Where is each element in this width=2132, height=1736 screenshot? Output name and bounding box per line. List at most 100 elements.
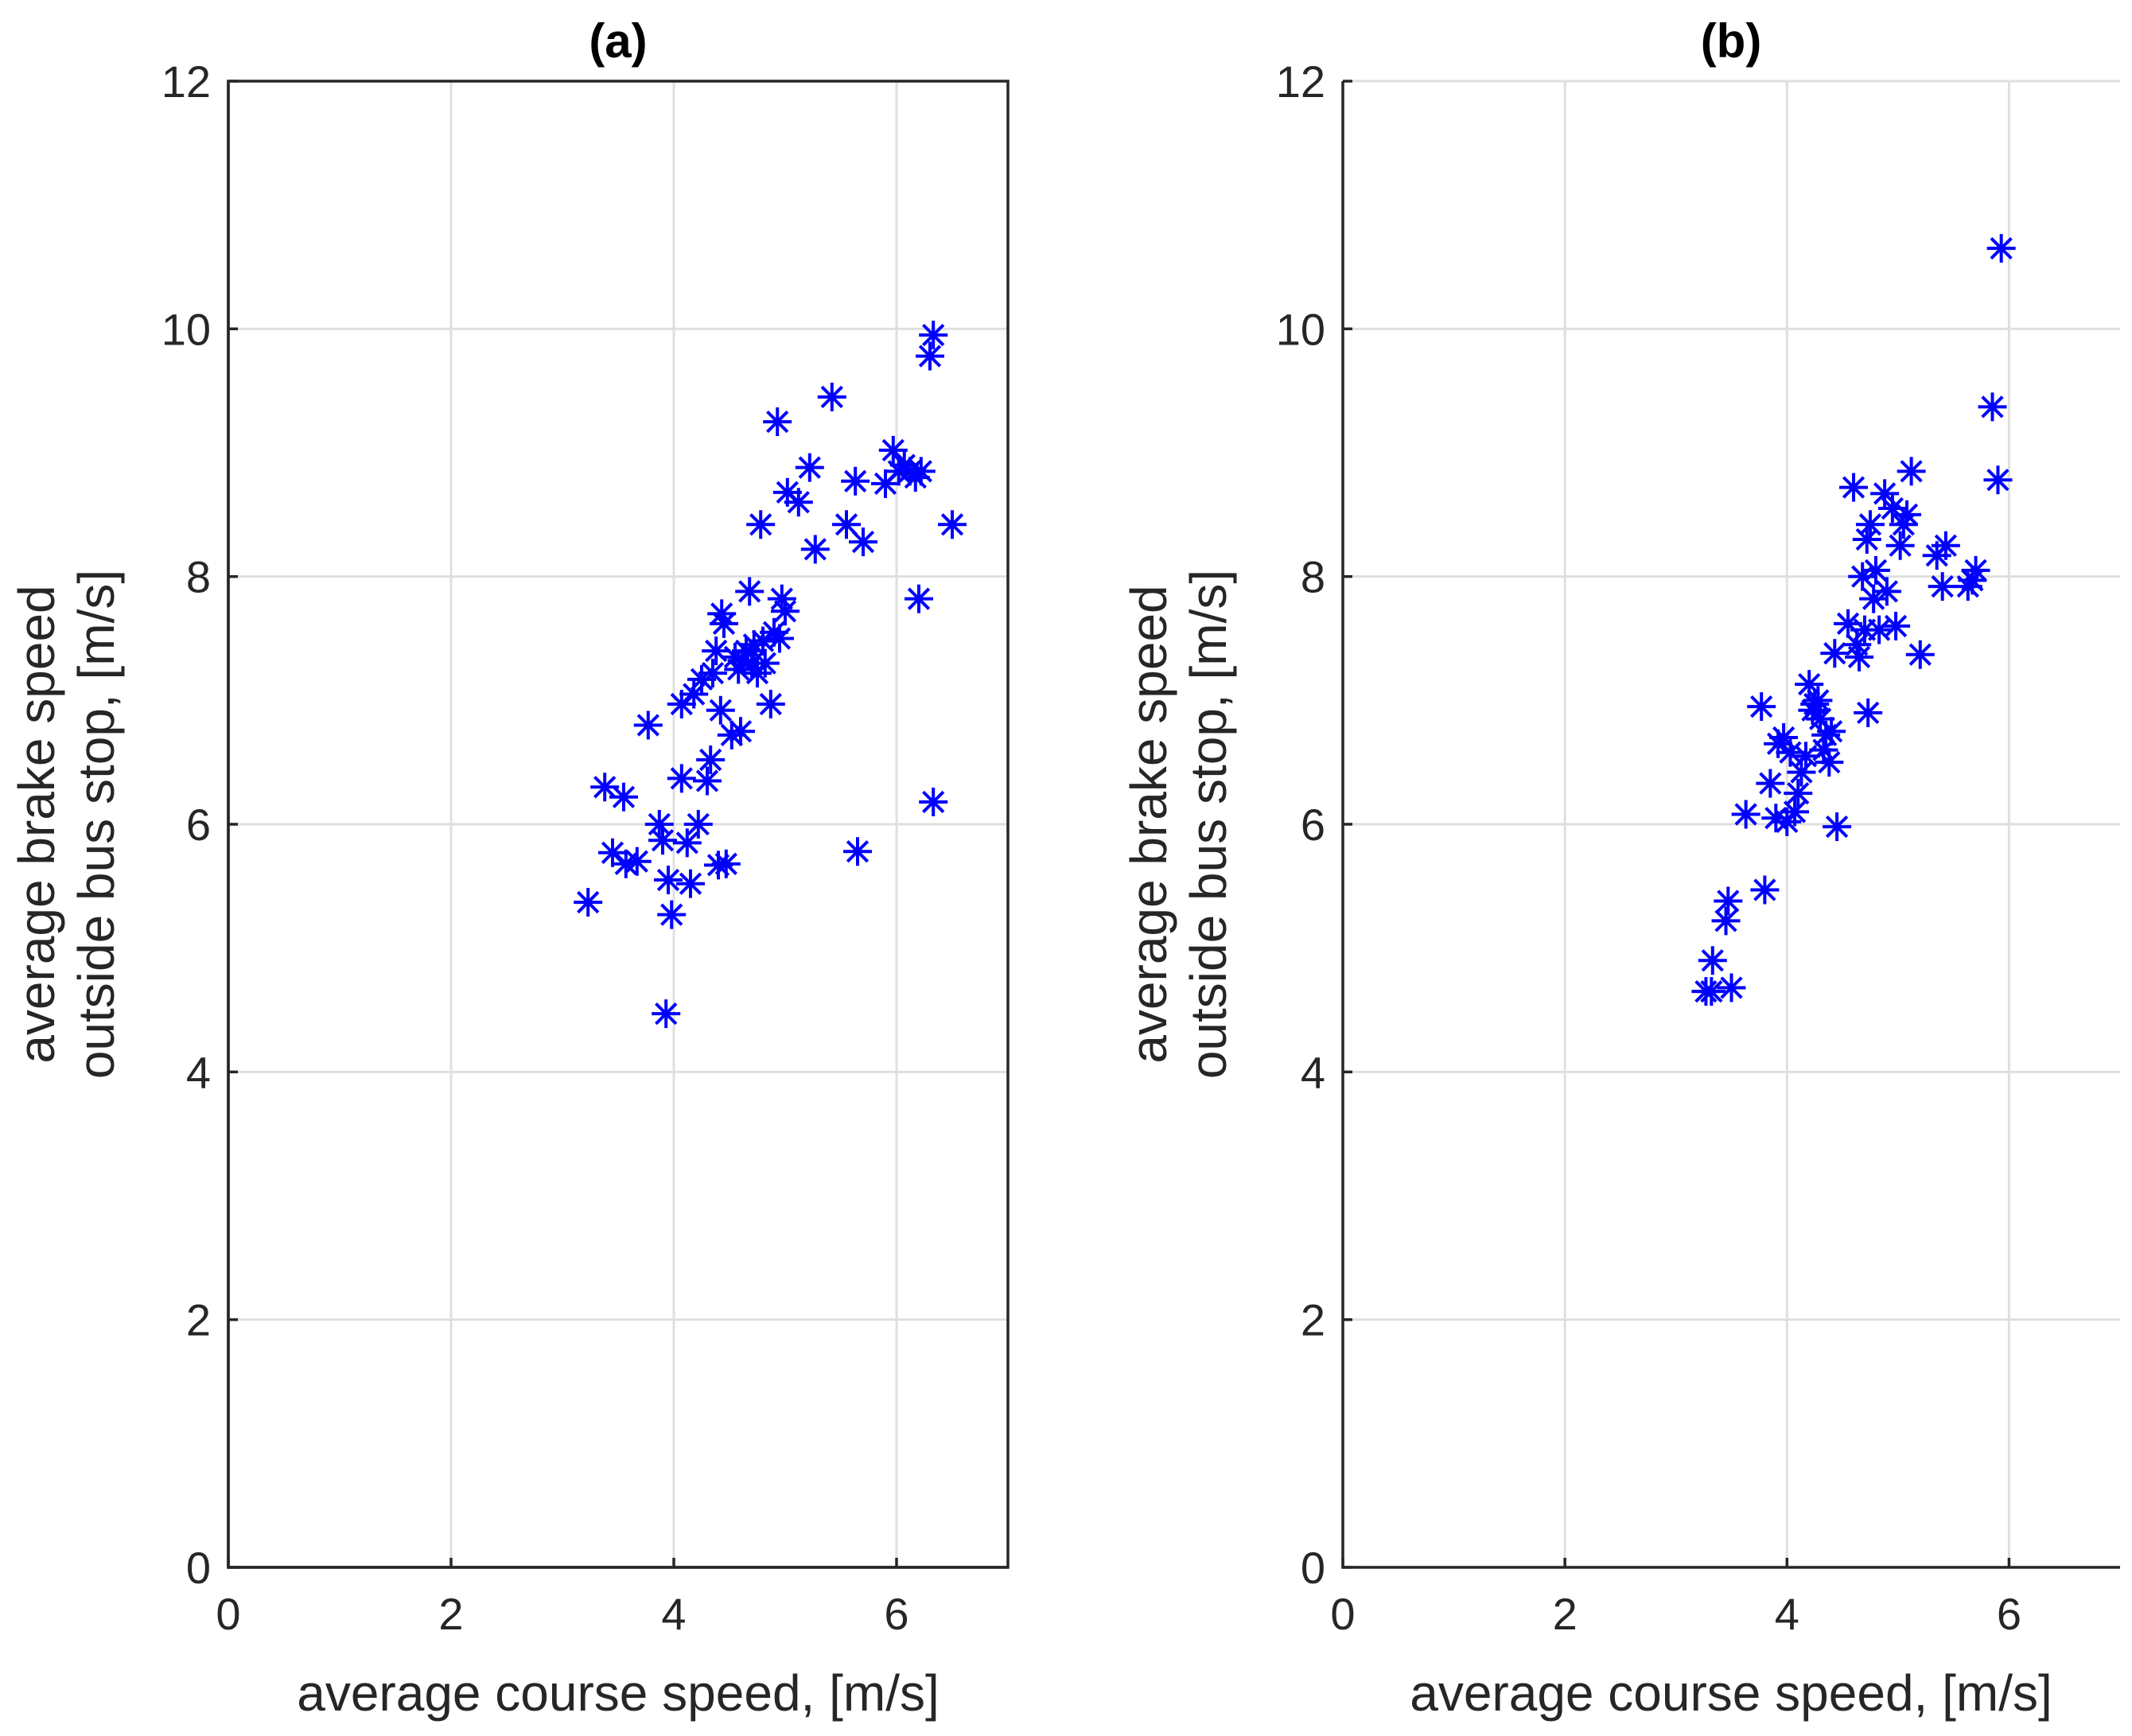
panel-b-data-point-50 bbox=[1905, 640, 1935, 669]
panel-b-data-point-5 bbox=[1717, 973, 1746, 1002]
panel-b-grid bbox=[1343, 80, 2120, 1567]
panel-b-y-tick-label-3: 6 bbox=[1301, 800, 1325, 850]
panel-a-x-tick-label-3: 6 bbox=[884, 1589, 908, 1639]
panel-b-data-point-6 bbox=[1731, 800, 1760, 829]
panel-a-data-point-5 bbox=[622, 847, 652, 876]
panel-b-data-point-7 bbox=[1747, 692, 1776, 722]
panel-a-data-point-0 bbox=[574, 888, 603, 917]
panel-b-y-axis-label-line2: outside bus stop, [m/s] bbox=[1180, 570, 1237, 1079]
panel-a-data-point-48 bbox=[784, 488, 813, 517]
panel-a-data-point-6 bbox=[633, 710, 663, 740]
panel-b-y-axis-label-line1: average brake speed bbox=[1120, 585, 1177, 1063]
panel-b-data-point-28 bbox=[1820, 639, 1850, 668]
panel-a-data-point-24 bbox=[706, 695, 735, 725]
panel-a-y-tick-label-3: 6 bbox=[186, 800, 211, 850]
panel-a-data-point-22 bbox=[702, 636, 731, 666]
panel-b-x-tick-label-3: 6 bbox=[1997, 1589, 2021, 1639]
panel-b-data-point-3 bbox=[1711, 906, 1741, 936]
panel-a-data-point-67 bbox=[938, 510, 967, 539]
panel-b-data-point-37 bbox=[1854, 698, 1883, 727]
panel-b-data-point-26 bbox=[1815, 748, 1844, 777]
panel-b-y-tick-label-4: 8 bbox=[1301, 552, 1325, 602]
panel-a-data-point-53 bbox=[841, 466, 870, 496]
panel-b-data-point-58 bbox=[1983, 465, 2013, 495]
panel-b-data-point-53 bbox=[1931, 531, 1960, 560]
panel-b-data-point-48 bbox=[1893, 500, 1922, 529]
panel-a-y-axis-label-line1: average brake speed bbox=[8, 585, 65, 1063]
panel-a-data-point-49 bbox=[795, 453, 824, 482]
panel-b-x-tick-label-1: 2 bbox=[1553, 1589, 1578, 1639]
panel-a-data-point-34 bbox=[735, 577, 764, 606]
panel-a-data-point-17 bbox=[683, 810, 713, 839]
panel-b-data-point-22 bbox=[1803, 686, 1833, 715]
panel-a-data-point-31 bbox=[726, 717, 755, 746]
panel-b-data-point-45 bbox=[1881, 611, 1911, 640]
panel-a-data-point-40 bbox=[750, 648, 780, 678]
panel-b-data-point-52 bbox=[1928, 572, 1957, 601]
panel-a-y-tick-label-6: 12 bbox=[161, 56, 211, 107]
panel-a-data-point-20 bbox=[696, 745, 726, 775]
panel-b-data-point-31 bbox=[1839, 473, 1869, 502]
panel-a-data-point-3 bbox=[609, 782, 638, 812]
panel-a-data-point-46 bbox=[771, 597, 800, 626]
panel-a-y-tick-label-0: 0 bbox=[186, 1543, 211, 1593]
panel-b-data-point-2 bbox=[1698, 946, 1727, 975]
panel-b-x-tick-label-2: 4 bbox=[1775, 1589, 1799, 1639]
panel-b-data-point-40 bbox=[1861, 555, 1890, 585]
panel-b-y-tick-label-0: 0 bbox=[1301, 1543, 1325, 1593]
panel-a-points bbox=[574, 321, 967, 1029]
panel-a-y-tick-label-1: 2 bbox=[186, 1295, 211, 1345]
panel-a-title: (a) bbox=[589, 14, 647, 68]
panel-a-y-tick-label-5: 10 bbox=[161, 304, 211, 354]
panel-a-y-axis-label-line2: outside bus stop, [m/s] bbox=[68, 570, 125, 1079]
panel-b-y-tick-label-1: 2 bbox=[1301, 1295, 1325, 1345]
panel-a-data-point-26 bbox=[710, 609, 738, 638]
panel-a-data-point-64 bbox=[916, 341, 944, 371]
panel-a-x-tick-label-1: 2 bbox=[438, 1589, 463, 1639]
panel-a-data-point-62 bbox=[905, 584, 933, 613]
panel-a-data-point-66 bbox=[919, 787, 948, 816]
panel-b-data-point-4 bbox=[1714, 886, 1743, 916]
panel-a-x-axis-label: average course speed, [m/s] bbox=[297, 1664, 940, 1722]
panel-a-data-point-63 bbox=[906, 457, 936, 486]
panel-b-data-point-38 bbox=[1855, 510, 1885, 539]
panel-b-data-point-8 bbox=[1750, 875, 1780, 905]
panel-b: 0 2 4 6 0 2 4 6 8 10 12 (b) average course speed, … bbox=[1120, 14, 2120, 1722]
panel-a-data-point-21 bbox=[698, 659, 727, 688]
panel-a-data-point-41 bbox=[756, 690, 785, 719]
panel-b-data-point-46 bbox=[1885, 531, 1915, 560]
panel-b-x-axis-label: average course speed, [m/s] bbox=[1410, 1664, 2052, 1722]
panel-a-data-point-65 bbox=[919, 321, 948, 350]
panel-b-data-point-41 bbox=[1865, 615, 1894, 644]
panel-a-data-point-44 bbox=[765, 624, 794, 653]
panel-a-data-point-38 bbox=[746, 510, 776, 539]
panel-a-y-tick-label-4: 8 bbox=[186, 552, 211, 602]
panel-b-data-point-16 bbox=[1784, 779, 1813, 808]
panel-a-x-tick-label-0: 0 bbox=[216, 1589, 240, 1639]
panel-a-data-point-9 bbox=[652, 999, 681, 1029]
panel-b-data-point-29 bbox=[1823, 812, 1852, 842]
panel-a-data-point-51 bbox=[817, 382, 846, 411]
panel-b-data-point-57 bbox=[1978, 392, 2007, 422]
panel-b-data-point-1 bbox=[1697, 977, 1726, 1006]
panel-b-data-point-42 bbox=[1870, 479, 1900, 508]
panel-b-x-tick-label-0: 0 bbox=[1330, 1589, 1355, 1639]
panel-b-y-tick-label-5: 10 bbox=[1276, 304, 1325, 354]
panel-b-data-point-43 bbox=[1872, 577, 1901, 606]
panel-a-data-point-52 bbox=[832, 510, 861, 539]
panel-a-data-point-10 bbox=[654, 866, 683, 895]
panel-b-title: (b) bbox=[1701, 14, 1762, 68]
panel-b-data-point-49 bbox=[1897, 457, 1926, 486]
panel-a-data-point-8 bbox=[648, 826, 677, 855]
panel-a-data-point-50 bbox=[800, 535, 830, 564]
panel-b-data-point-15 bbox=[1780, 797, 1810, 827]
panel-b-data-point-27 bbox=[1817, 717, 1846, 746]
panel-b-y-tick-label-6: 12 bbox=[1276, 56, 1325, 107]
panel-a-ticks: 0 2 4 6 0 2 4 6 8 10 12 bbox=[161, 56, 909, 1639]
panel-b-data-point-59 bbox=[1986, 234, 2016, 263]
panel-a-data-point-12 bbox=[667, 764, 696, 793]
panel-a-data-point-54 bbox=[843, 837, 872, 866]
panel-a-data-point-11 bbox=[657, 900, 687, 929]
